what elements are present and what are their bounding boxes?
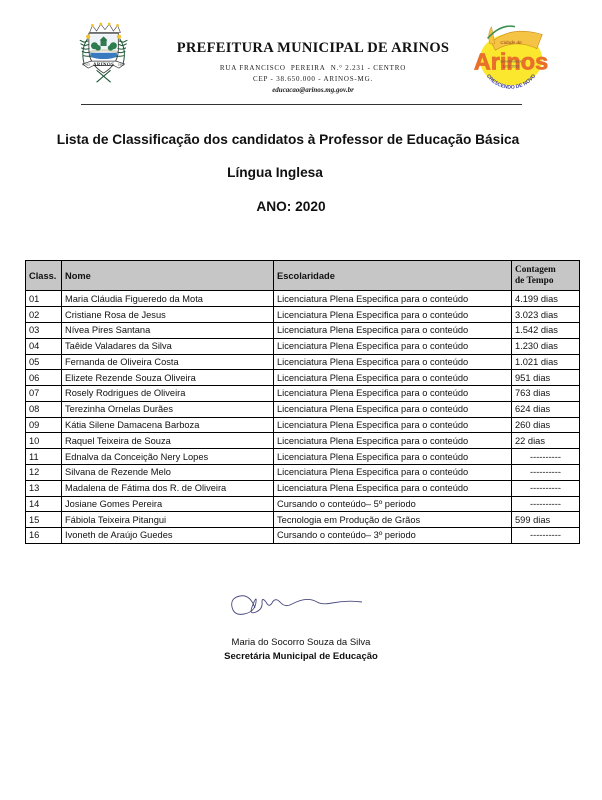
- svg-text:07-03: 07-03: [83, 62, 91, 66]
- svg-text:1873 2003: 1873 2003: [503, 64, 520, 68]
- svg-text:Cidade de: Cidade de: [500, 40, 522, 45]
- svg-text:1963: 1963: [118, 62, 125, 66]
- svg-text:ARINOS: ARINOS: [93, 63, 114, 68]
- svg-text:xxxxxxxxxxx: xxxxxxxxxxx: [500, 59, 521, 64]
